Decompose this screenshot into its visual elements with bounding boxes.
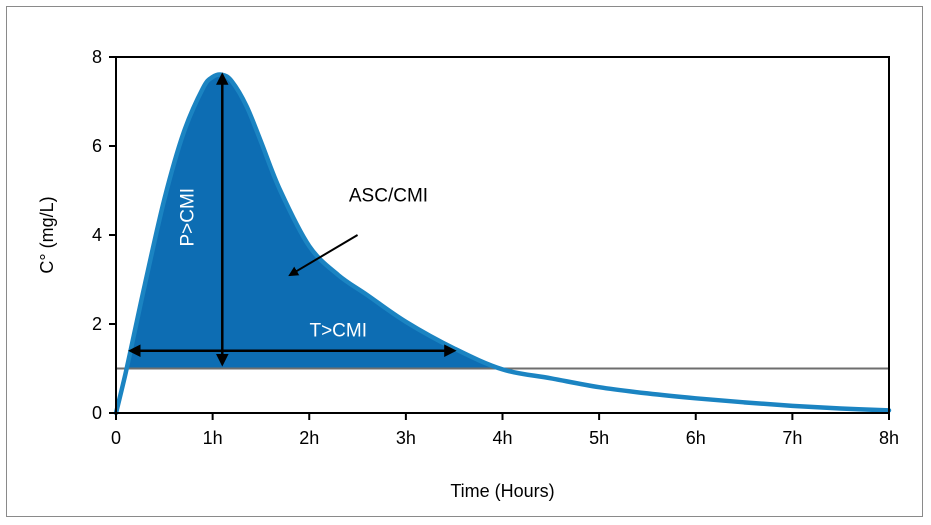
- x-tick-label: 6h: [686, 428, 706, 448]
- x-tick-label: 0: [111, 428, 121, 448]
- y-tick-label: 2: [92, 314, 102, 334]
- y-tick-label: 6: [92, 136, 102, 156]
- x-tick-label: 1h: [203, 428, 223, 448]
- x-tick-label: 4h: [492, 428, 512, 448]
- x-tick-label: 7h: [782, 428, 802, 448]
- x-axis-title: Time (Hours): [450, 481, 554, 501]
- concentration-curve: [113, 72, 892, 416]
- time-annotation: T>CMI: [309, 320, 367, 341]
- y-tick-label: 0: [92, 403, 102, 423]
- x-tick-label: 2h: [299, 428, 319, 448]
- y-axis-title: C° (mg/L): [37, 196, 57, 273]
- x-tick-label: 8h: [879, 428, 899, 448]
- x-tick-label: 3h: [396, 428, 416, 448]
- x-tick-label: 5h: [589, 428, 609, 448]
- auc-pointer-arrow: [288, 234, 359, 277]
- peak-annotation: P>CMI: [177, 188, 198, 247]
- y-tick-label: 8: [92, 47, 102, 67]
- auc-annotation: ASC/CMI: [349, 186, 428, 207]
- y-tick-label: 4: [92, 225, 102, 245]
